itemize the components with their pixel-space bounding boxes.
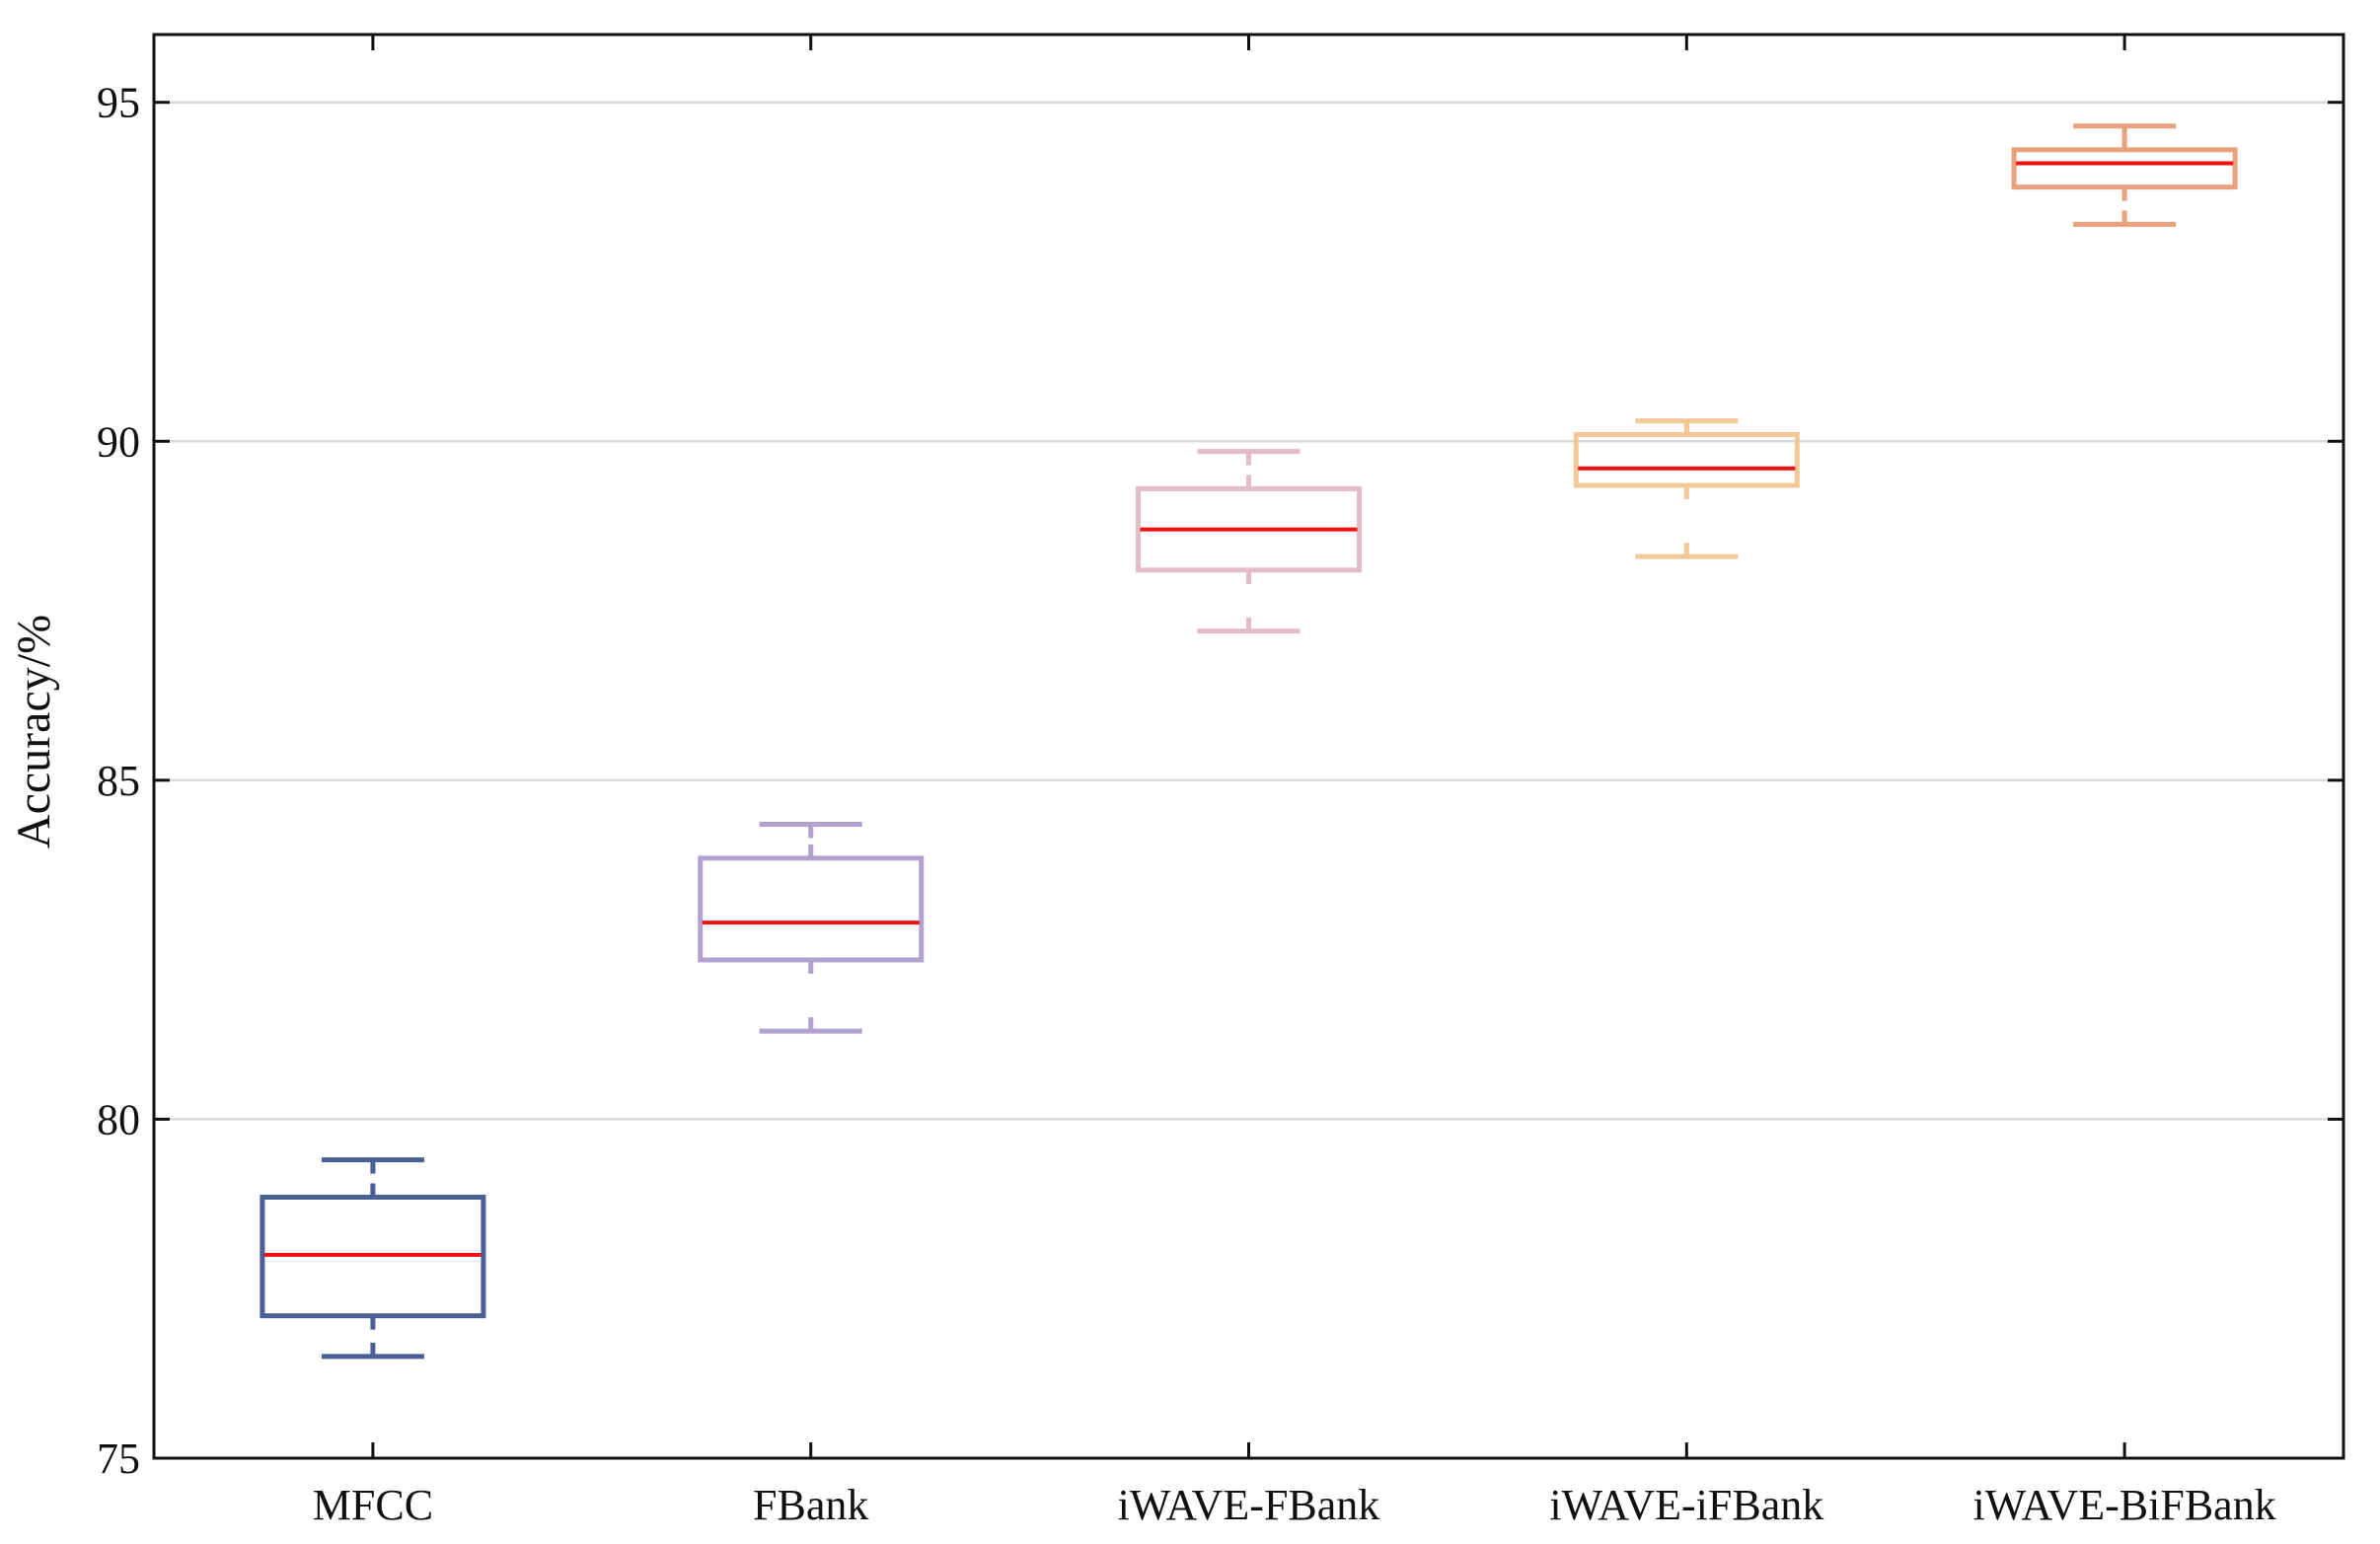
box-iqr	[2011, 147, 2238, 190]
x-tick-label: iWAVE-BiFBank	[1972, 1481, 2275, 1529]
axis-ticks	[154, 35, 2343, 1460]
x-tick-label: iWAVE-iFBank	[1549, 1481, 1823, 1529]
y-tick-label: 85	[97, 757, 140, 805]
y-tick-labels: 75 80 85 90 95	[97, 79, 140, 1483]
box-iqr	[1573, 431, 1800, 488]
x-tick-label: FBank	[753, 1481, 868, 1529]
box-plots	[260, 123, 2238, 1360]
box-iqr	[260, 1194, 486, 1319]
x-tick-label: iWAVE-FBank	[1118, 1481, 1380, 1529]
x-tick-label: MFCC	[313, 1481, 433, 1529]
box-iwave-bifbank	[2011, 123, 2238, 227]
y-tick-label: 95	[97, 79, 140, 127]
y-axis-title: Accuracy/%	[8, 615, 60, 848]
box-iwave-ifbank	[1573, 418, 1800, 559]
box-iqr	[1136, 485, 1362, 573]
y-tick-label: 75	[97, 1434, 140, 1483]
y-tick-label: 90	[97, 417, 140, 466]
box-iwave-fbank	[1136, 449, 1362, 634]
y-tick-label: 80	[97, 1095, 140, 1143]
box-mfcc	[260, 1157, 486, 1360]
box-fbank	[698, 822, 925, 1034]
grid-lines	[154, 101, 2343, 1121]
box-iqr	[698, 855, 925, 963]
x-tick-labels: MFCC FBank iWAVE-FBank iWAVE-iFBank iWAVE-Bi…	[313, 1481, 2276, 1529]
